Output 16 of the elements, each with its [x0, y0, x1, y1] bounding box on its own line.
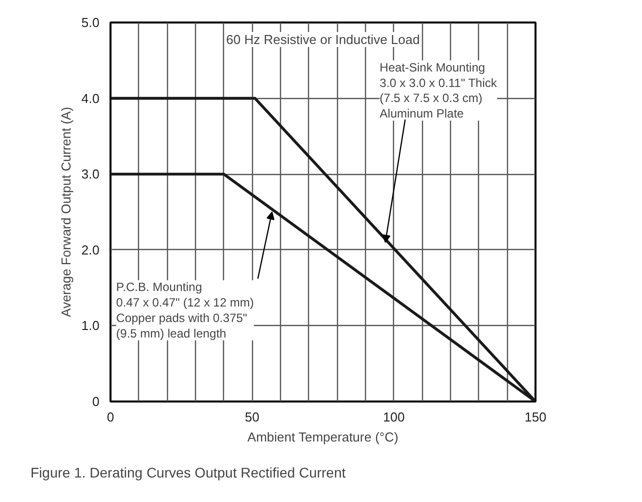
x-tick-label: 0 [106, 410, 114, 424]
x-tick-label: 50 [244, 410, 260, 424]
caption: Figure 1. Derating Curves Output Rectified Current [30, 464, 346, 480]
y-axis-title: Average Forward Output Current (A) [58, 106, 74, 318]
x-tick-label: 100 [382, 410, 405, 424]
annotation: P.C.B. Mounting 0.47 x 0.47" (12 x 12 mm) Copper pads with 0.375" (9.5 mm) lead length [116, 280, 254, 340]
x-axis-title: Ambient Temperature (°C) [247, 430, 398, 444]
y-tick-label: 3.0 [81, 166, 100, 182]
y-tick-label: 4.0 [81, 90, 100, 106]
x-tick-label: 150 [524, 410, 546, 424]
annotation: 60 Hz Resistive or Inductive Load [226, 32, 420, 48]
y-tick-label: 0 [92, 394, 100, 409]
y-tick-label: 1.0 [81, 318, 100, 334]
annotation: Heat-Sink Mounting 3.0 x 3.0 x 0.11" Thick (7.5 x 7.5 x 0.3 cm) Aluminum Plate [380, 60, 498, 121]
y-tick-label: 5.0 [81, 15, 100, 30]
y-tick-label: 2.0 [81, 242, 100, 258]
